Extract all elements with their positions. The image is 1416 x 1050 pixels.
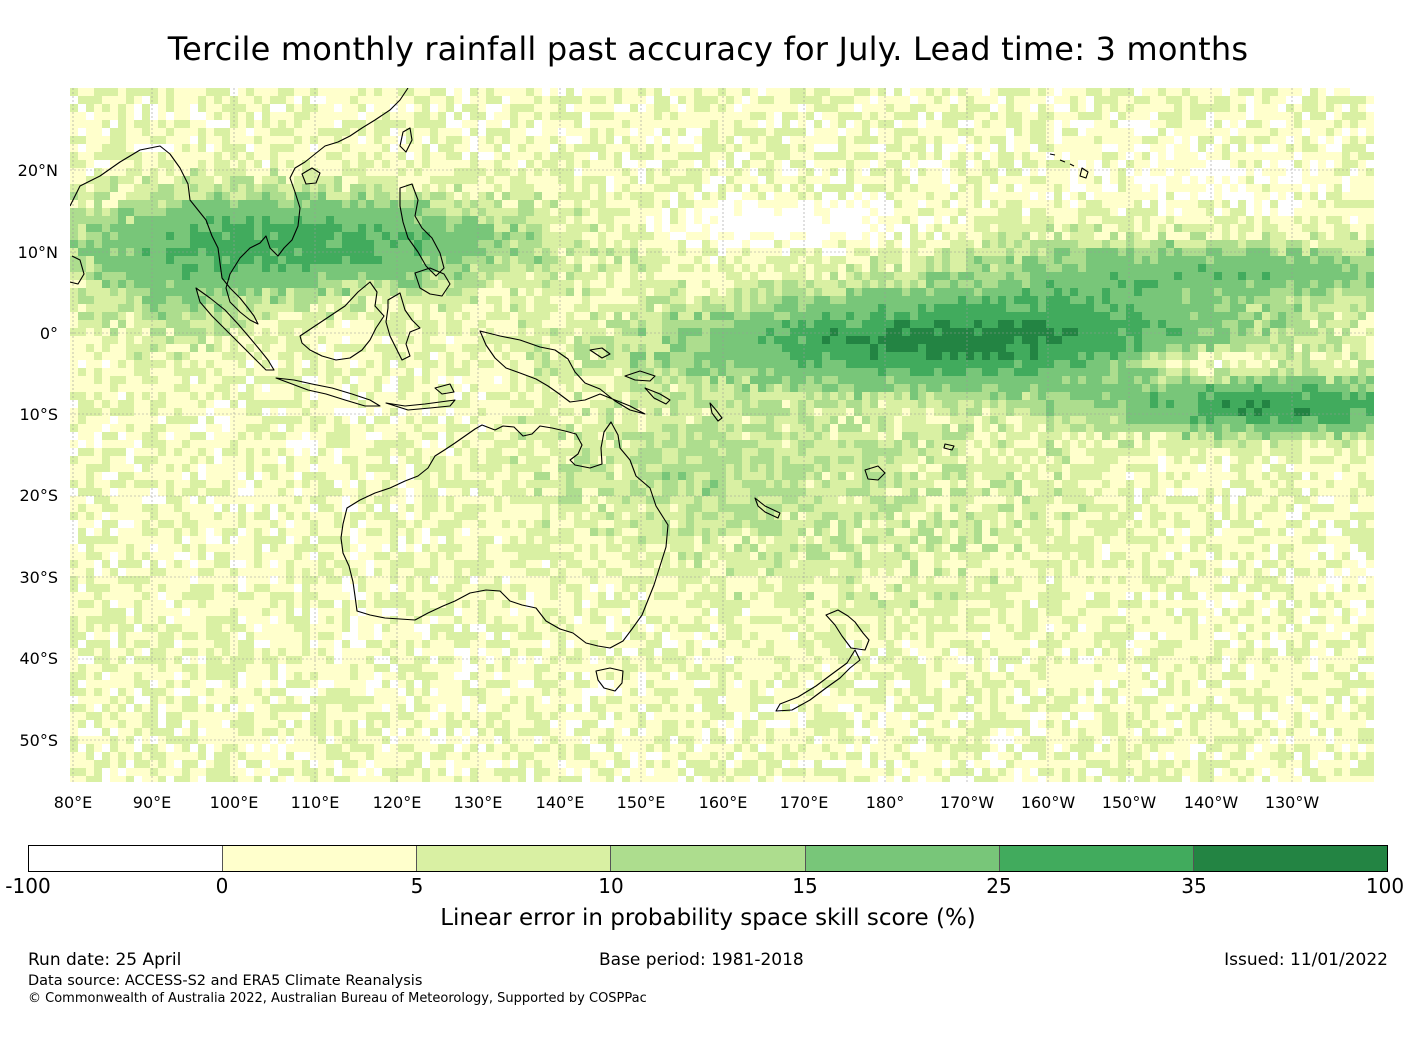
lon-label-140e: 140°E <box>535 793 585 812</box>
lon-label-150w: 150°W <box>1101 793 1157 812</box>
lon-label-100e: 100°E <box>209 793 259 812</box>
hainan-coastline <box>301 167 321 185</box>
new-zealand-coastline <box>825 609 870 651</box>
lon-label-80e: 80°E <box>53 793 93 812</box>
tasmania-coastline <box>595 667 624 692</box>
hawaii-coastline <box>1079 167 1089 179</box>
lon-label-160e: 160°E <box>698 793 748 812</box>
timor-coastline <box>434 383 455 395</box>
colorbar-segment <box>611 846 806 871</box>
lesser-sunda-coastline <box>385 399 456 411</box>
colorbar-segment <box>29 846 224 871</box>
vanuatu-coastline <box>709 402 723 422</box>
colorbar-tick: -100 <box>5 874 51 898</box>
new-zealand-south-coastline <box>775 649 861 712</box>
skill-map <box>70 88 1374 782</box>
colorbar-tick: 25 <box>986 874 1012 898</box>
lon-label-170e: 170°E <box>779 793 829 812</box>
lat-label-20n: 20°N <box>17 161 58 180</box>
skill-grid <box>70 88 1374 782</box>
base-period: Base period: 1981-2018 <box>599 950 804 970</box>
colorbar-segment <box>805 846 1000 871</box>
lat-label-40s: 40°S <box>19 649 58 668</box>
new-caledonia-coastline <box>754 497 781 519</box>
new-guinea-coastline <box>479 330 646 415</box>
colorbar-segment <box>1193 846 1387 871</box>
lon-label-110e: 110°E <box>290 793 340 812</box>
colorbar-tick: 0 <box>215 874 229 898</box>
lon-label-130w: 130°W <box>1264 793 1320 812</box>
colorbar-label: Linear error in probability space skill … <box>440 905 976 931</box>
mindanao-coastline <box>414 267 451 297</box>
sulawesi-coastline <box>385 292 421 361</box>
samoa-coastline <box>943 443 955 451</box>
colorbar-tick: 100 <box>1365 874 1405 898</box>
lon-label-90e: 90°E <box>132 793 172 812</box>
lon-label-120e: 120°E <box>372 793 422 812</box>
lat-label-10n: 10°N <box>17 243 58 262</box>
lon-label-170w: 170°W <box>939 793 995 812</box>
mainland-asia-coastline <box>70 88 409 325</box>
lon-label-130e: 130°E <box>453 793 503 812</box>
lon-label-160w: 160°W <box>1020 793 1076 812</box>
colorbar-segment <box>999 846 1194 871</box>
lat-label-0: 0° <box>39 324 58 343</box>
colorbar-tick: 10 <box>598 874 624 898</box>
colorbar-segment <box>417 846 612 871</box>
lat-label-10s: 10°S <box>19 405 58 424</box>
solomon-islands-coastline <box>644 387 671 405</box>
fiji-coastline <box>864 465 886 481</box>
new-britain-coastline <box>624 370 656 382</box>
colorbar-tick: 35 <box>1181 874 1207 898</box>
copyright: © Commonwealth of Australia 2022, Austra… <box>28 991 647 1006</box>
colorbar-tick: 5 <box>410 874 424 898</box>
bismarck-coastline <box>589 347 611 359</box>
sri-lanka-coastline <box>70 255 85 285</box>
coastlines <box>70 88 1089 712</box>
taiwan-coastline <box>399 127 413 153</box>
hawaii-small-coastline <box>1049 153 1075 167</box>
data-source: Data source: ACCESS-S2 and ERA5 Climate … <box>28 973 423 989</box>
lat-label-20s: 20°S <box>19 486 58 505</box>
java-coastline <box>275 377 381 407</box>
borneo-coastline <box>299 281 385 361</box>
lon-label-150e: 150°E <box>616 793 666 812</box>
sumatra-coastline <box>195 287 275 371</box>
run-date: Run date: 25 April <box>28 950 182 970</box>
colorbar-segment <box>223 846 418 871</box>
lat-label-50s: 50°S <box>19 731 58 750</box>
colorbar-tick: 15 <box>792 874 818 898</box>
lat-label-30s: 30°S <box>19 568 58 587</box>
graticule <box>70 88 1374 782</box>
australia-coastline <box>340 421 669 649</box>
lon-label-140w: 140°W <box>1183 793 1239 812</box>
colorbar <box>28 845 1388 872</box>
issued-date: Issued: 11/01/2022 <box>1224 950 1388 970</box>
map-title: Tercile monthly rainfall past accuracy f… <box>167 30 1249 68</box>
philippines-coastline <box>399 183 445 277</box>
lon-label-180: 180° <box>865 793 905 812</box>
